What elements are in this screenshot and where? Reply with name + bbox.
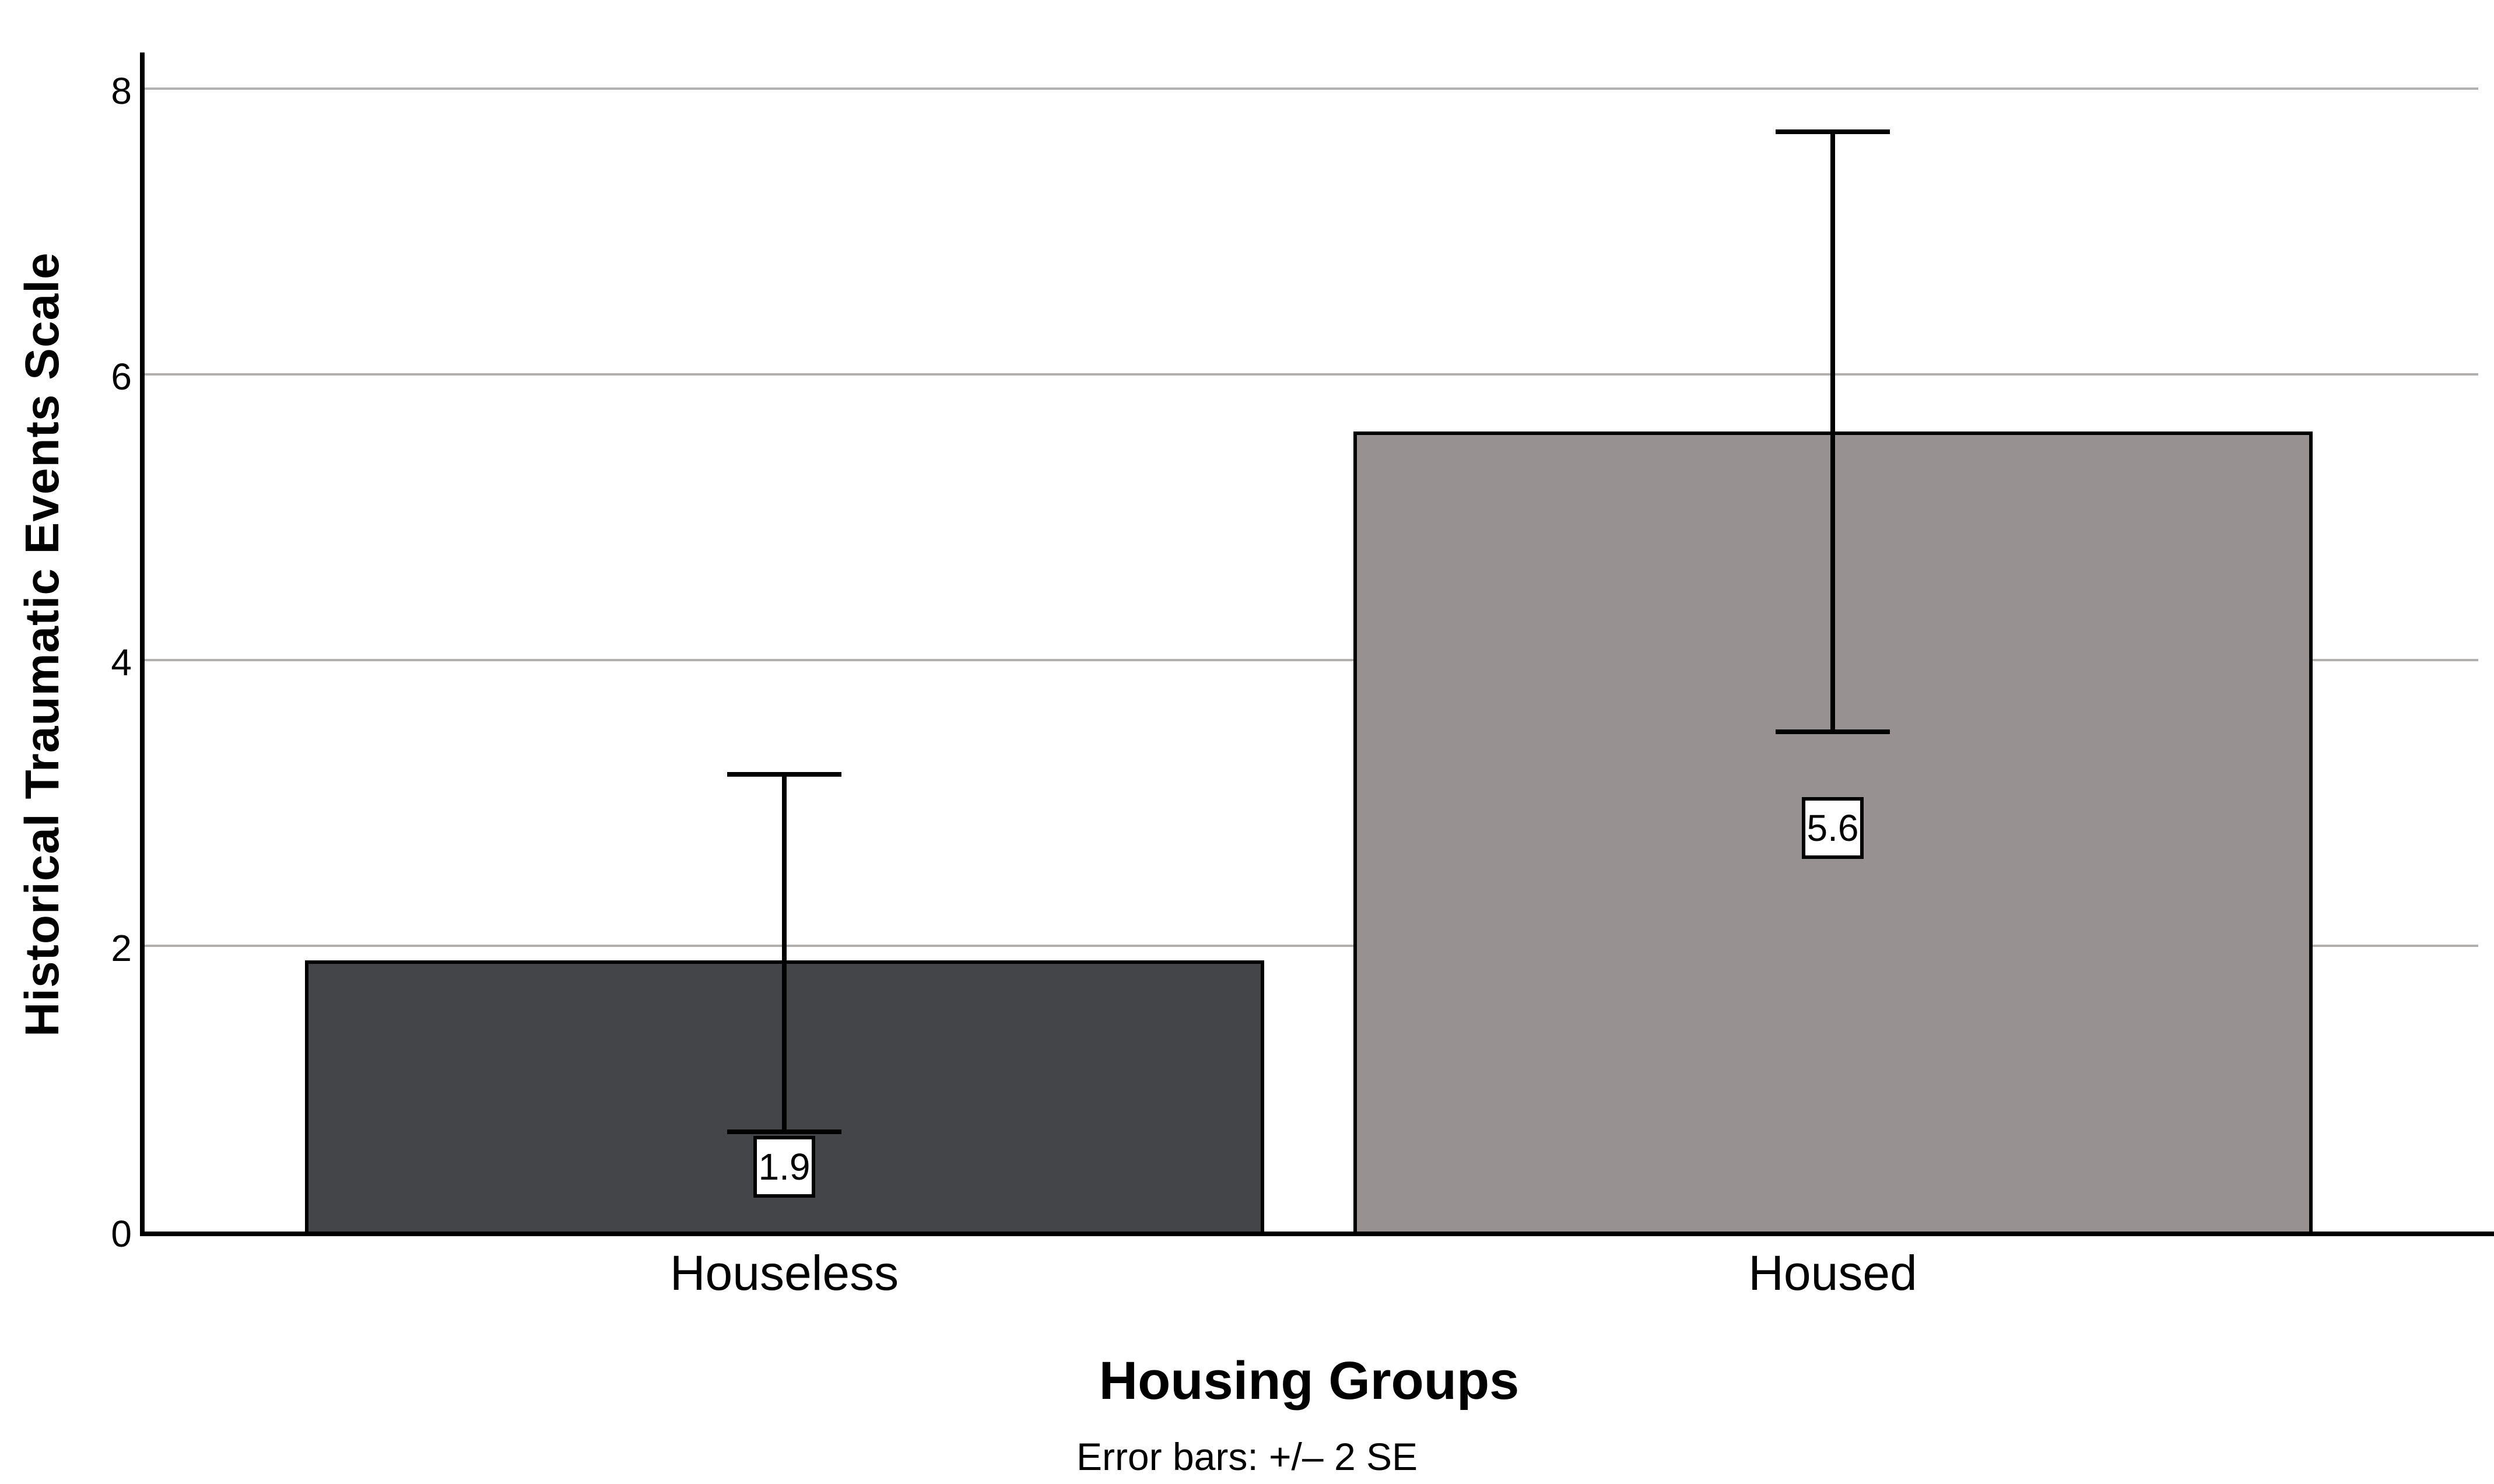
x-axis-baseline: [140, 1232, 2494, 1236]
gridline-y-2: [145, 945, 2478, 947]
bar-value-label-1: 1.9: [753, 1136, 815, 1198]
y-tick-label-8: 8: [111, 70, 132, 112]
error-bar-cap-upper-2: [1776, 129, 1890, 134]
error-bar-cap-upper-1: [727, 772, 841, 777]
y-axis-line: [140, 52, 145, 1236]
y-tick-label-2: 2: [111, 927, 132, 969]
y-tick-label-0: 0: [111, 1213, 132, 1255]
y-tick-label-4: 4: [111, 641, 132, 683]
gridline-y-8: [145, 87, 2478, 90]
error-bar-cap-lower-1: [727, 1129, 841, 1134]
gridline-y-6: [145, 373, 2478, 376]
error-bar-cap-lower-2: [1776, 729, 1890, 734]
error-bar-line-1: [782, 774, 787, 1132]
bar-value-label-2: 5.6: [1802, 797, 1864, 859]
gridline-y-4: [145, 659, 2478, 661]
error-bar-line-2: [1830, 131, 1835, 732]
y-tick-label-6: 6: [111, 356, 132, 398]
x-category-label-housed: Housed: [1748, 1246, 1917, 1300]
x-category-label-houseless: Houseless: [669, 1246, 899, 1300]
x-axis-title: Housing Groups: [1099, 1351, 1520, 1411]
error-bar-footnote: Error bars: +/– 2 SE: [1076, 1435, 1418, 1478]
